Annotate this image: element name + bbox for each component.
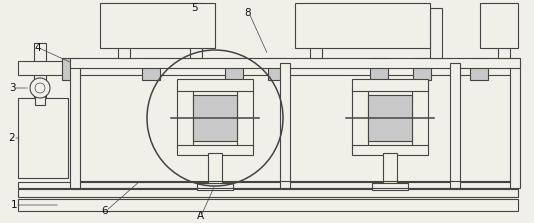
Bar <box>368 95 412 141</box>
Bar <box>352 79 428 91</box>
Bar <box>237 87 253 147</box>
Bar <box>295 3 430 48</box>
Bar <box>352 145 428 155</box>
Bar <box>177 79 253 91</box>
Text: 5: 5 <box>192 3 198 13</box>
Bar <box>383 153 397 185</box>
Bar <box>268 58 286 80</box>
Text: 3: 3 <box>9 83 15 93</box>
Bar <box>70 63 80 188</box>
Bar <box>470 58 488 80</box>
Bar <box>372 183 408 190</box>
Text: 2: 2 <box>9 133 15 143</box>
Bar <box>413 58 431 80</box>
Bar <box>118 8 130 58</box>
Text: 8: 8 <box>245 8 252 18</box>
Circle shape <box>35 83 45 93</box>
Text: 1: 1 <box>11 200 17 210</box>
Bar <box>18 98 68 178</box>
Bar <box>70 58 520 68</box>
Bar <box>18 61 518 75</box>
Bar <box>197 183 233 190</box>
Bar <box>18 199 518 211</box>
Bar <box>352 87 368 147</box>
Bar <box>510 63 520 188</box>
Bar <box>450 63 460 188</box>
Bar <box>225 58 243 80</box>
Bar <box>370 58 388 80</box>
Bar <box>190 3 202 58</box>
Bar <box>177 87 193 147</box>
Bar <box>480 3 518 48</box>
Bar <box>177 145 253 155</box>
Bar <box>310 8 322 58</box>
Bar <box>100 3 215 48</box>
Bar <box>430 8 442 58</box>
Circle shape <box>30 78 50 98</box>
Text: 4: 4 <box>35 43 41 53</box>
Text: 6: 6 <box>101 206 108 216</box>
Bar <box>208 153 222 185</box>
Bar <box>18 182 518 188</box>
Bar <box>142 58 160 80</box>
Bar <box>280 63 290 188</box>
Bar <box>62 58 80 80</box>
Bar <box>35 95 45 105</box>
Bar <box>18 189 518 197</box>
Bar <box>498 8 510 58</box>
Bar <box>412 87 428 147</box>
Text: A: A <box>197 211 203 221</box>
Bar <box>193 95 237 141</box>
Bar <box>34 43 46 98</box>
